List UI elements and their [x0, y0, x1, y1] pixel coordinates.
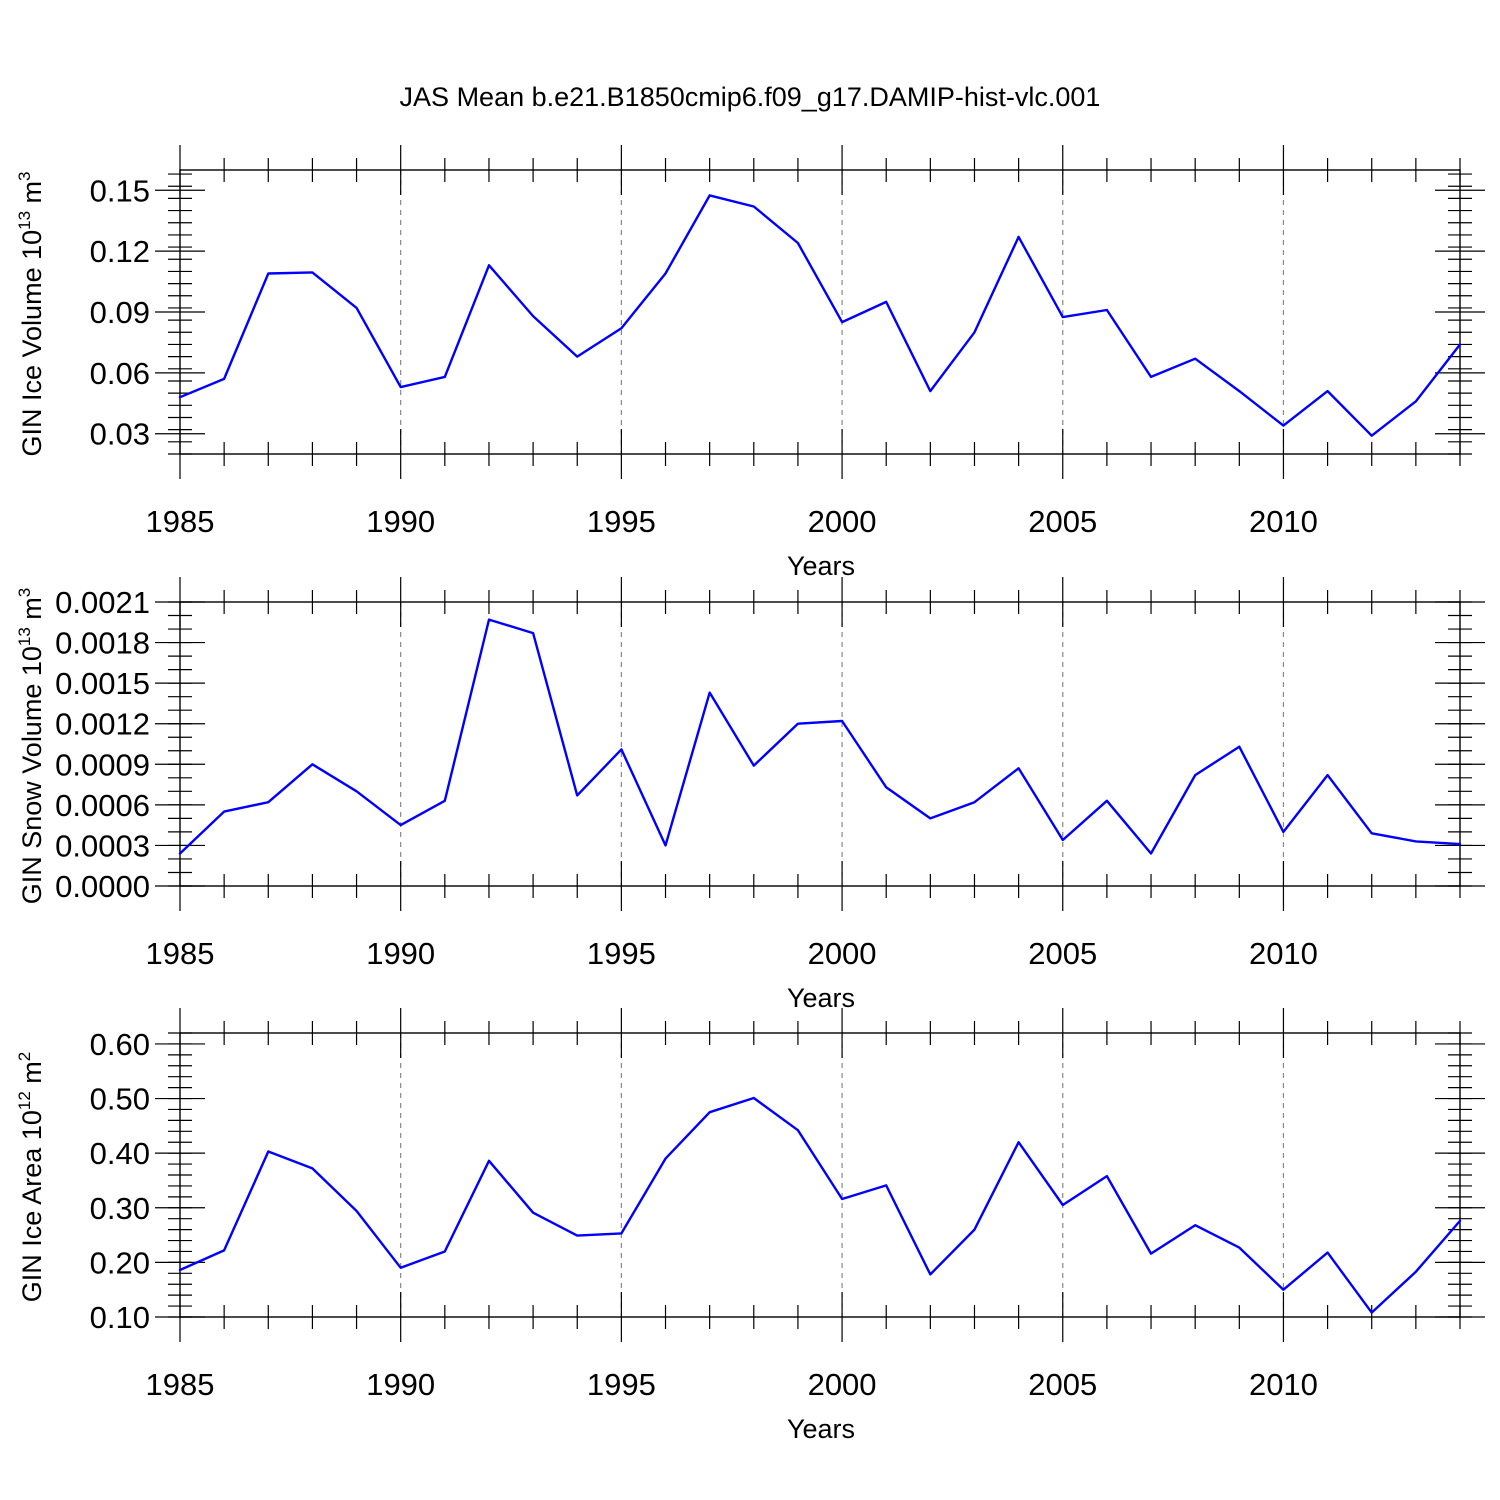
- y-tick-label: 0.0015: [55, 666, 150, 701]
- y-tick-label: 0.0018: [55, 626, 150, 661]
- y-axis-label-exponent: 13: [15, 211, 34, 230]
- x-axis-label: Years: [787, 1414, 855, 1444]
- y-tick-label: 0.40: [90, 1136, 150, 1171]
- figure-title: JAS Mean b.e21.B1850cmip6.f09_g17.DAMIP-…: [400, 82, 1101, 112]
- y-tick-label: 0.0003: [55, 828, 150, 863]
- x-tick-label: 2000: [808, 504, 877, 539]
- panel-1: 1985 1990 1995 2000 2005 2010 0.03 0.06 0.09 0.12…: [15, 145, 1485, 581]
- x-tick-label: 1990: [366, 504, 435, 539]
- y-axis-label-exponent: 12: [15, 1091, 34, 1110]
- y-tick-label: 0.0012: [55, 707, 150, 742]
- y-tick-label: 0.0021: [55, 585, 150, 620]
- panel-2: 1985 1990 1995 2000 2005 2010 0.0000 0.0003 0.00…: [15, 577, 1485, 1013]
- y-tick-label: 0.06: [90, 356, 150, 391]
- y-tick-label: 0.12: [90, 234, 150, 269]
- y-axis-label-unit: m: [17, 1061, 47, 1091]
- y-axis-label: GIN Ice Area 1012 m2: [15, 1052, 47, 1303]
- x-tick-label: 1985: [146, 1367, 215, 1402]
- x-tick-label: 1990: [366, 936, 435, 971]
- y-axis-label-unit-exponent: 2: [15, 1052, 34, 1061]
- y-axis-label-unit: m: [17, 181, 47, 211]
- y-axis-label-unit-exponent: 3: [15, 588, 34, 597]
- y-tick-label: 0.20: [90, 1245, 150, 1280]
- x-tick-label: 1985: [146, 936, 215, 971]
- y-axis-label-text: GIN Ice Volume 10: [17, 230, 47, 457]
- y-tick-label: 0.03: [90, 417, 150, 452]
- y-axis-label: GIN Ice Volume 1013 m3: [15, 171, 47, 456]
- y-axis-label: GIN Snow Volume 1013 m3: [15, 588, 47, 905]
- x-tick-label: 2000: [808, 1367, 877, 1402]
- y-tick-label: 0.0000: [55, 869, 150, 904]
- x-tick-label: 1995: [587, 504, 656, 539]
- y-tick-label: 0.50: [90, 1082, 150, 1117]
- y-axis-label-text: GIN Snow Volume 10: [17, 646, 47, 904]
- x-tick-label: 2010: [1249, 1367, 1318, 1402]
- y-axis-label-exponent: 13: [15, 627, 34, 646]
- y-axis-label-text: GIN Ice Area 10: [17, 1110, 47, 1302]
- x-tick-label: 2005: [1028, 504, 1097, 539]
- series-line: [178, 618, 1462, 855]
- x-tick-label: 1985: [146, 504, 215, 539]
- x-tick-label: 2005: [1028, 1367, 1097, 1402]
- y-tick-label: 0.09: [90, 295, 150, 330]
- y-tick-label: 0.10: [90, 1300, 150, 1335]
- x-tick-label: 2010: [1249, 936, 1318, 971]
- x-axis-label: Years: [787, 551, 855, 581]
- x-tick-label: 1995: [587, 936, 656, 971]
- series-line: [178, 194, 1462, 437]
- y-axis-label-unit-exponent: 3: [15, 171, 34, 180]
- y-axis-label-unit: m: [17, 597, 47, 627]
- x-tick-label: 2010: [1249, 504, 1318, 539]
- plot-frame: [179, 169, 1461, 455]
- y-tick-label: 0.0009: [55, 747, 150, 782]
- y-tick-label: 0.30: [90, 1191, 150, 1226]
- y-tick-label: 0.15: [90, 173, 150, 208]
- x-tick-label: 1990: [366, 1367, 435, 1402]
- x-tick-label: 1995: [587, 1367, 656, 1402]
- x-tick-label: 2000: [808, 936, 877, 971]
- y-tick-label: 0.60: [90, 1027, 150, 1062]
- x-tick-label: 2005: [1028, 936, 1097, 971]
- plot-frame: [179, 601, 1461, 887]
- x-axis-label: Years: [787, 983, 855, 1013]
- panel-3: 1985 1990 1995 2000 2005 2010 0.10 0.20 0.30 0.40…: [15, 1008, 1485, 1444]
- panels: 1985 1990 1995 2000 2005 2010 0.03 0.06 0.09 0.12…: [15, 145, 1485, 1444]
- y-tick-label: 0.0006: [55, 788, 150, 823]
- series-line: [178, 1096, 1462, 1314]
